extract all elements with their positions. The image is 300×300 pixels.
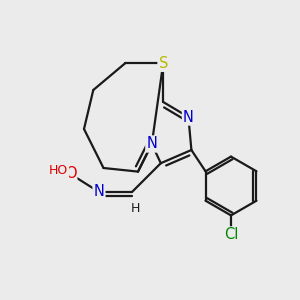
Text: Cl: Cl [224, 227, 238, 242]
Text: HO: HO [49, 164, 68, 178]
Text: S: S [158, 56, 168, 71]
Text: N: N [94, 184, 104, 200]
Text: O: O [65, 167, 76, 182]
Text: N: N [183, 110, 194, 124]
Text: N: N [146, 136, 157, 152]
Text: H: H [130, 202, 140, 215]
